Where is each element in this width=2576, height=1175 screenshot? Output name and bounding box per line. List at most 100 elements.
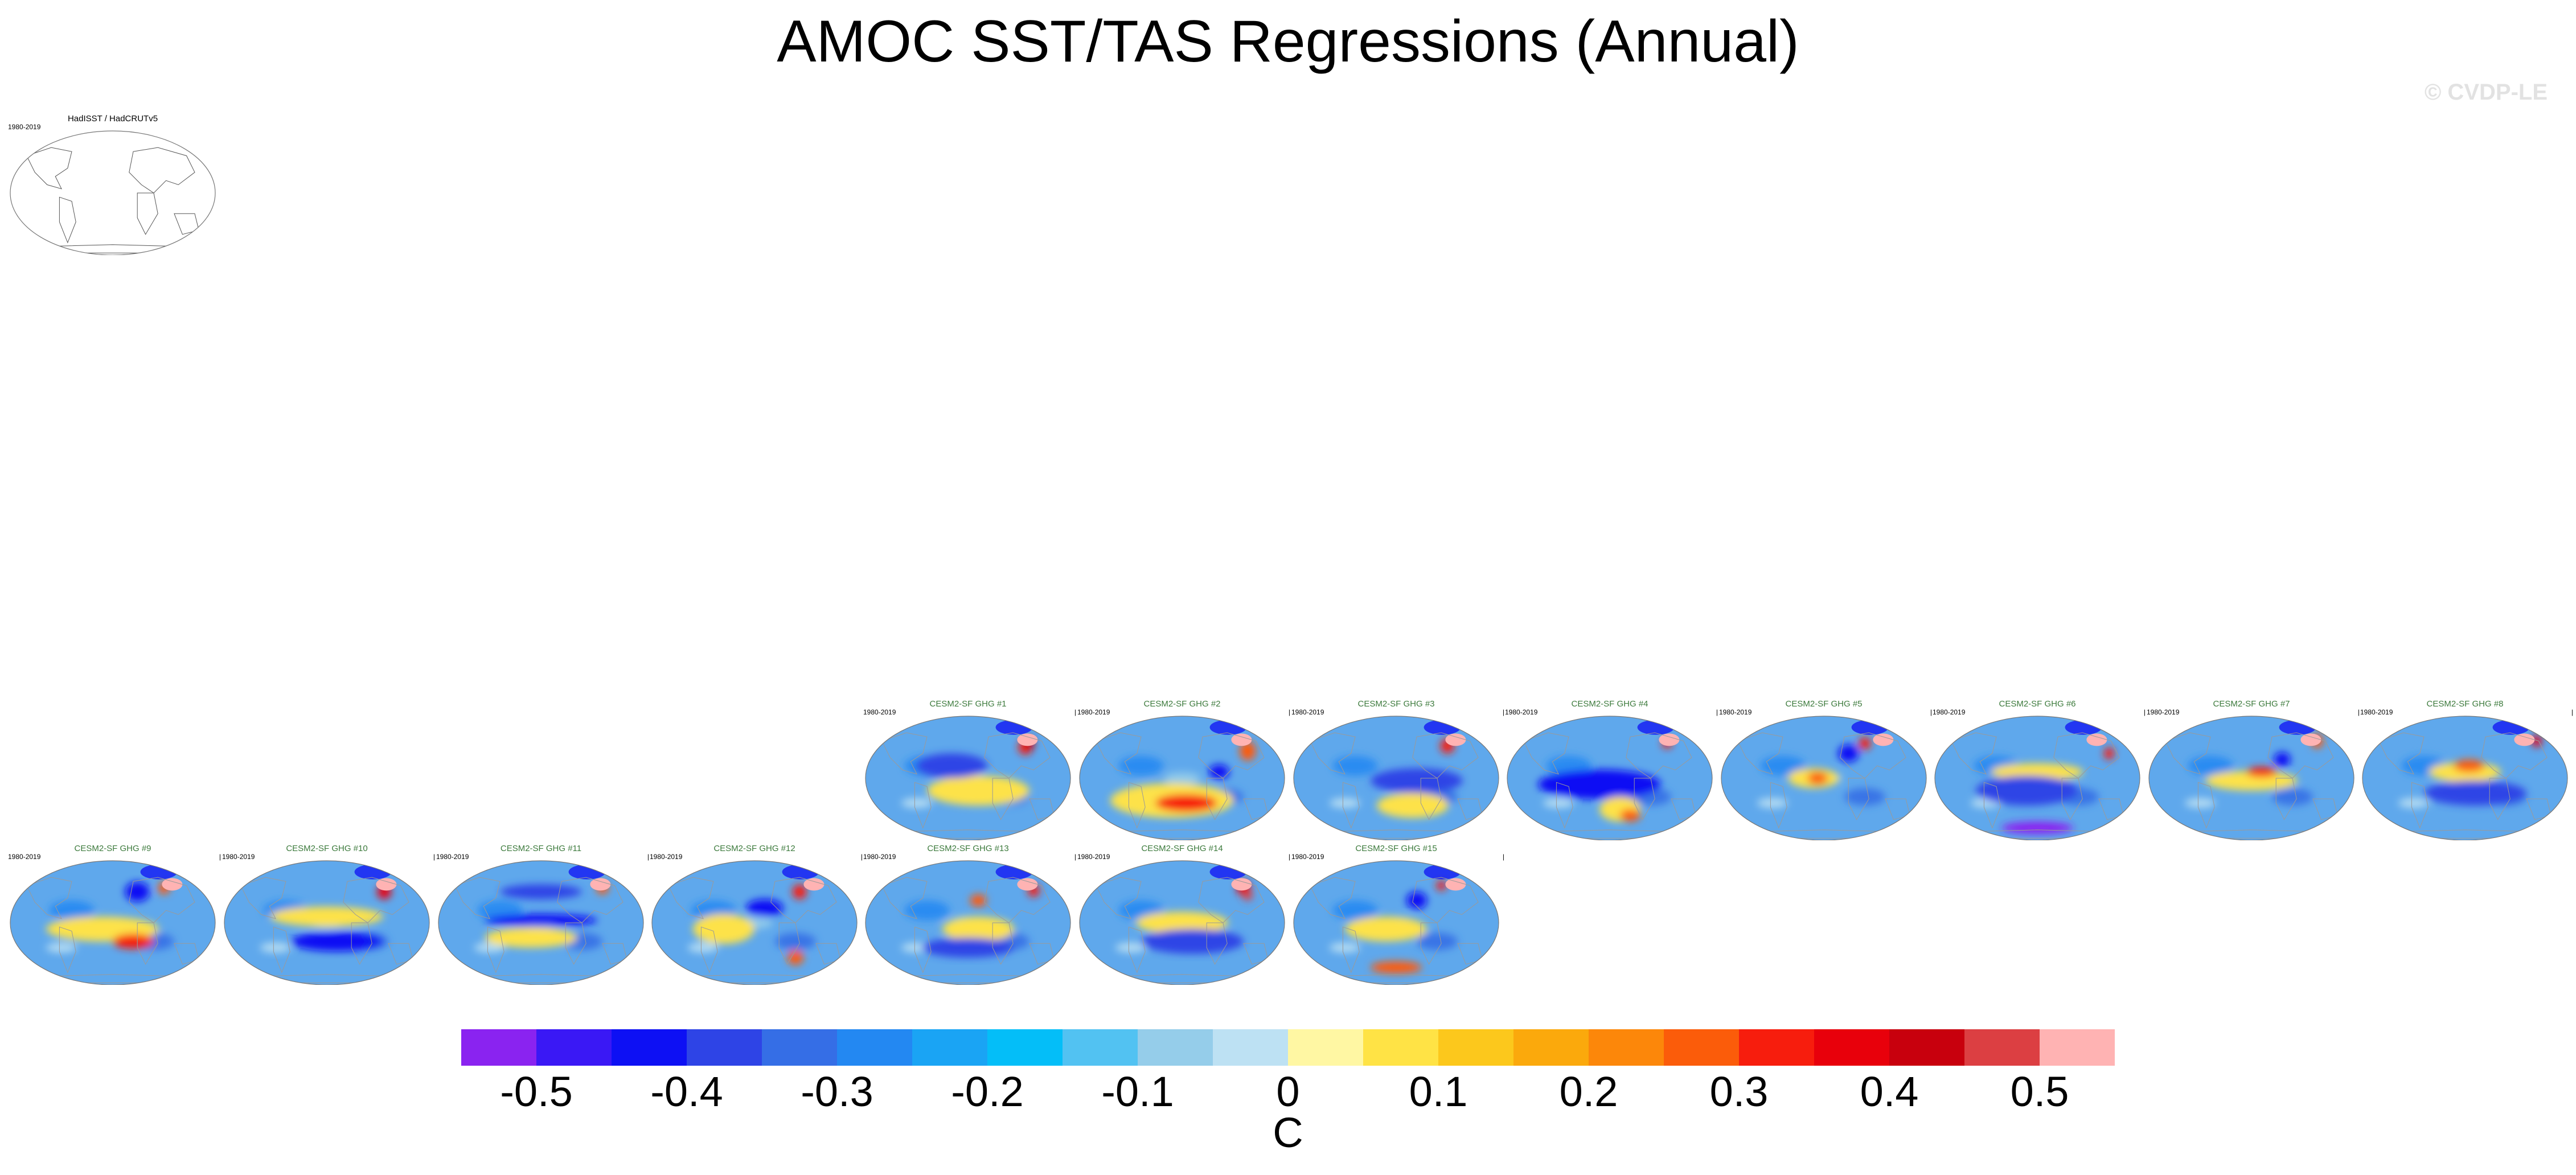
panel-tick: | [219,853,221,861]
panel-title: CESM2-SF GHG #7 [2213,699,2290,709]
panel-tick: | [1716,708,1718,716]
colorbar-swatch [1363,1029,1439,1066]
panel-tick: | [2357,708,2360,716]
panel-period: 1980-2019 [436,853,469,861]
colorbar-swatch [461,1029,537,1066]
panel-title: CESM2-SF GHG #8 [2426,699,2504,709]
colorbar-tick-label: 0.4 [1860,1068,1919,1115]
map-panel: HadISST / HadCRUTv5 1980-2019 [7,114,219,255]
coastlines [1523,732,1696,839]
map-panel: CESM2-SF GHG #4 1980-2019 | [1504,699,1718,840]
colorbar-tick-label: 0.5 [2010,1068,2069,1115]
panel-title: CESM2-SF GHG #10 [286,844,368,853]
colorbar-swatch [1664,1029,1740,1066]
colorbar-swatch [912,1029,988,1066]
panel-period: 1980-2019 [1077,708,1110,716]
colorbar-swatch [1964,1029,2040,1066]
map-panel: CESM2-SF GHG #14 1980-2019 | [1076,844,1290,985]
panel-title: CESM2-SF GHG #4 [1571,699,1648,709]
panel-title: HadISST / HadCRUTv5 [67,114,158,124]
map-outline [10,130,216,255]
watermark: © CVDP-LE [2424,80,2548,105]
map-outline [1079,860,1285,985]
panel-tick: | [1502,708,1504,716]
panel-tick: | [1288,708,1290,716]
map-panel: CESM2-SF GHG #1 1980-2019 | [862,699,1076,840]
map-panel: CESM2-SF GHG #12 1980-2019 | [649,844,863,985]
panel-title: CESM2-SF GHG #2 [1143,699,1221,709]
map-panel: CESM2-SF GHG #2 1980-2019 | [1076,699,1290,840]
map-svg [865,860,1071,985]
colorbar-swatch [987,1029,1063,1066]
map-svg [651,860,858,985]
coastlines [1096,732,1269,839]
coastlines [454,877,627,983]
panel-title: CESM2-SF GHG #6 [1999,699,2076,709]
panel-title: CESM2-SF GHG #14 [1141,844,1223,853]
panel-tick: | [2571,708,2573,716]
panel-title: CESM2-SF GHG #1 [929,699,1007,709]
coastlines [881,877,1055,983]
colorbar-tick-label: -0.3 [801,1068,873,1115]
figure-title: AMOC SST/TAS Regressions (Annual) [777,9,1799,75]
colorbar-swatch [687,1029,762,1066]
panel-title: CESM2-SF GHG #13 [927,844,1009,853]
map-svg [865,716,1071,840]
coastlines [2378,732,2552,839]
colorbar-swatch [1288,1029,1364,1066]
coastlines [240,877,413,983]
map-panel: CESM2-SF GHG #13 1980-2019 | [862,844,1076,985]
colorbar-tick-label: 0 [1276,1068,1300,1115]
map-panel: CESM2-SF GHG #3 1980-2019 | [1290,699,1504,840]
map-outline [865,860,1071,985]
map-outline [224,860,430,985]
map-svg [1293,716,1499,840]
panel-period: 1980-2019 [650,853,683,861]
map-outline [10,860,216,985]
map-outline [1293,716,1499,840]
map-panel: CESM2-SF GHG #5 1980-2019 | [1718,699,1932,840]
colorbar-swatch [1814,1029,1890,1066]
panel-period: 1980-2019 [222,853,255,861]
map-outline [1721,716,1927,840]
map-outline [865,716,1071,840]
colorbar-swatch [837,1029,913,1066]
map-svg [224,860,430,985]
panel-tick: | [1074,708,1076,716]
map-svg [10,130,216,255]
panel-period: 1980-2019 [1077,853,1110,861]
panel-tick: | [1930,708,1932,716]
panel-period: 1980-2019 [2147,708,2180,716]
map-outline [2362,716,2568,840]
map-panel: CESM2-SF GHG #10 1980-2019 | [221,844,435,985]
map-svg [1721,716,1927,840]
colorbar-swatch [762,1029,838,1066]
colorbar-tick-label: -0.2 [951,1068,1024,1115]
map-svg [2362,716,2568,840]
coastlines [668,877,841,983]
panel-tick: | [1074,853,1076,861]
panel-period: 1980-2019 [1719,708,1752,716]
colorbar-swatch [1063,1029,1138,1066]
panel-title: CESM2-SF GHG #9 [74,844,151,853]
map-svg [1293,860,1499,985]
colorbar-swatch [1739,1029,1815,1066]
panel-title: CESM2-SF GHG #5 [1785,699,1863,709]
map-outline [2148,716,2355,840]
map-outline [1079,716,1285,840]
map-outline [438,860,644,985]
panel-title: CESM2-SF GHG #3 [1357,699,1435,709]
colorbar-swatch [1138,1029,1213,1066]
colorbar-swatch [1438,1029,1514,1066]
coastlines [26,147,199,253]
colorbar [461,1029,2115,1069]
map-outline [651,860,858,985]
panel-title: CESM2-SF GHG #11 [500,844,582,853]
coastlines [1310,877,1483,983]
panel-title: CESM2-SF GHG #15 [1355,844,1437,853]
colorbar-tick-label: -0.4 [650,1068,723,1115]
panel-period: 1980-2019 [1933,708,1966,716]
panel-period: 1980-2019 [1291,708,1324,716]
panel-period: 1980-2019 [2360,708,2393,716]
panel-tick: | [2143,708,2146,716]
